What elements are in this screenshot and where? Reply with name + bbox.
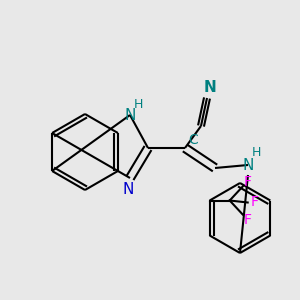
Text: N: N (122, 182, 134, 197)
Text: N: N (124, 107, 136, 122)
Text: H: H (251, 146, 261, 160)
Text: F: F (244, 214, 252, 227)
Text: F: F (251, 196, 259, 209)
Text: N: N (242, 158, 254, 172)
Text: F: F (244, 176, 252, 190)
Text: N: N (204, 80, 216, 95)
Text: C: C (188, 133, 198, 147)
Text: H: H (133, 98, 143, 112)
